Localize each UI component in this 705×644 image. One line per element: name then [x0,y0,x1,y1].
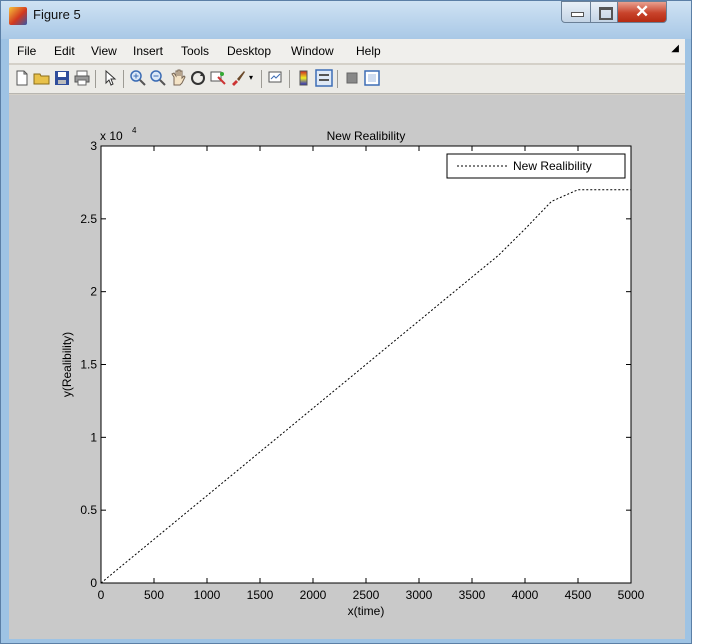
show-plot-tools-icon[interactable] [363,69,381,87]
menu-insert[interactable]: Insert [133,44,164,58]
rotate-3d-icon[interactable] [189,69,207,87]
window-title: Figure 5 [33,7,81,22]
x-tick-label: 1000 [194,588,221,602]
figure-toolbar: ▾ [9,65,685,94]
toolbar-separator [261,70,262,88]
x-tick-label: 4500 [565,588,592,602]
toolbar-separator [123,70,124,88]
y-exponent-label: x 10 [100,129,123,143]
x-tick-labels: 0 500 1000 1500 2000 2500 3000 3500 4000 4500 5000 [98,588,645,602]
toolbar-separator [95,70,96,88]
open-folder-icon[interactable] [33,69,51,87]
title-bar[interactable]: Figure 5 ✕ [1,1,691,39]
x-tick-label: 500 [144,588,164,602]
toolbar-separator [289,70,290,88]
x-tick-label: 0 [98,588,105,602]
y-tick-labels: 0 0.5 1 1.5 2 2.5 3 [80,139,97,590]
close-icon: ✕ [635,2,650,21]
print-icon[interactable] [73,69,91,87]
legend-entry-new-realibility: New Realibility [513,159,592,173]
data-cursor-icon[interactable] [209,69,227,87]
legend[interactable]: New Realibility [446,153,626,179]
axes-box[interactable] [100,145,632,584]
minimize-button[interactable] [561,1,591,23]
window-client: File Edit View Insert Tools Desktop Wind… [9,39,685,639]
y-tick-label: 1.5 [80,358,97,372]
x-tick-label: 1500 [247,588,274,602]
minimize-icon [571,12,584,17]
colorbar-icon[interactable] [295,69,313,87]
x-tick-label: 2000 [300,588,327,602]
y-tick-label: 3 [90,139,97,153]
x-tick-label: 3500 [459,588,486,602]
hide-plot-tools-icon[interactable] [343,69,361,87]
brush-dropdown-icon[interactable]: ▾ [249,73,254,82]
y-tick-label: 2.5 [80,212,97,226]
y-tick-label: 0 [90,576,97,590]
dock-arrow-icon[interactable]: ◢ [671,43,679,54]
y-tick-label: 1 [90,430,97,444]
menu-window[interactable]: Window [291,44,334,58]
menu-desktop[interactable]: Desktop [227,44,272,58]
x-tick-label: 3000 [406,588,433,602]
zoom-in-icon[interactable] [129,69,147,87]
x-tick-label: 4000 [512,588,539,602]
arrow-pointer-icon[interactable] [101,69,119,87]
maximize-button[interactable] [590,1,618,23]
legend-box [446,153,626,179]
y-exponent-power: 4 [132,126,137,135]
pan-hand-icon[interactable] [169,69,187,87]
zoom-out-icon[interactable] [149,69,167,87]
maximize-icon [599,7,613,20]
x-tick-label: 2500 [353,588,380,602]
save-icon[interactable] [53,69,71,87]
menu-tools[interactable]: Tools [181,44,210,58]
axis-ticks [100,145,632,584]
x-axis-label: x(time) [348,604,385,618]
y-tick-label: 0.5 [80,503,97,517]
plot-svg[interactable]: 0 500 1000 1500 2000 2500 3000 3500 4000 4500 5000… [9,95,685,639]
new-file-icon[interactable] [13,69,31,87]
matlab-icon [9,7,27,25]
figure-canvas[interactable]: 0 500 1000 1500 2000 2500 3000 3500 4000 4500 5000… [9,95,685,639]
close-button[interactable]: ✕ [617,1,667,23]
menu-bar: File Edit View Insert Tools Desktop Wind… [9,39,685,63]
x-tick-label: 5000 [618,588,645,602]
menu-help[interactable]: Help [356,44,381,58]
toolbar-separator [337,70,338,88]
y-axis-label: y(Realibility) [60,332,74,397]
menu-edit[interactable]: Edit [54,44,75,58]
legend-icon[interactable] [315,69,333,87]
y-tick-label: 2 [90,285,97,299]
menu-view[interactable]: View [91,44,117,58]
chart-title: New Realibility [327,129,406,143]
brush-icon[interactable] [229,69,247,87]
link-plot-icon[interactable] [267,69,285,87]
menu-file[interactable]: File [17,44,37,58]
